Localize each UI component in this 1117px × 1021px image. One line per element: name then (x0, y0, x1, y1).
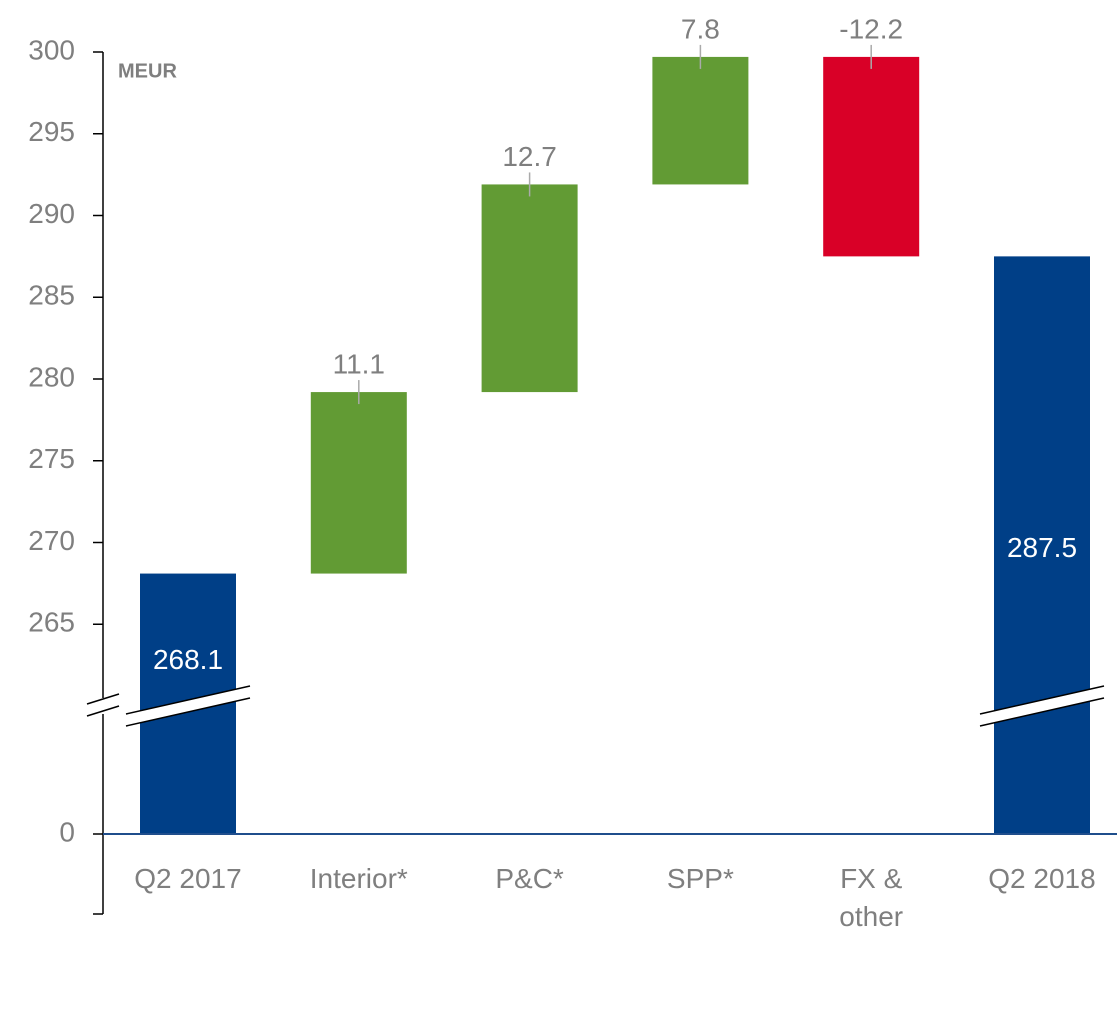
y-tick-label: 285 (28, 280, 75, 311)
bar (994, 256, 1090, 834)
y-tick-label: 270 (28, 525, 75, 556)
x-tick-label: SPP* (666, 863, 734, 894)
y-tick-label: 290 (28, 198, 75, 229)
y-tick-label: 280 (28, 361, 75, 392)
y-tick-label: 300 (28, 34, 75, 65)
y-tick-label: 275 (28, 443, 75, 474)
value-label: -12.2 (839, 13, 903, 44)
bar (652, 56, 749, 185)
x-tick-label: Interior* (309, 863, 408, 894)
axis-break (86, 693, 120, 705)
bar-break (125, 697, 251, 727)
x-tick-label: P&C* (495, 863, 564, 894)
y-tick-label: 265 (28, 607, 75, 638)
value-label: 12.7 (502, 141, 557, 172)
bar-break (125, 685, 251, 715)
axis-break (86, 705, 120, 717)
bar-break (979, 685, 1105, 715)
bar-break (124, 686, 252, 726)
x-tick-label: Q2 2018 (988, 863, 1096, 894)
bar (481, 184, 578, 393)
value-label: 7.8 (681, 13, 720, 44)
bar (823, 56, 920, 257)
x-tick-label: Q2 2017 (134, 863, 242, 894)
value-label: 11.1 (333, 348, 385, 379)
value-label: 287.5 (1007, 532, 1077, 563)
y-tick-label: 295 (28, 116, 75, 147)
y-tick-label: 0 (59, 816, 75, 847)
bar-break (979, 697, 1105, 727)
value-label: 268.1 (153, 644, 223, 675)
unit-label: MEUR (118, 60, 177, 82)
bar (310, 392, 407, 574)
bar-break (978, 686, 1106, 726)
x-tick-label: FX & other (839, 863, 904, 932)
